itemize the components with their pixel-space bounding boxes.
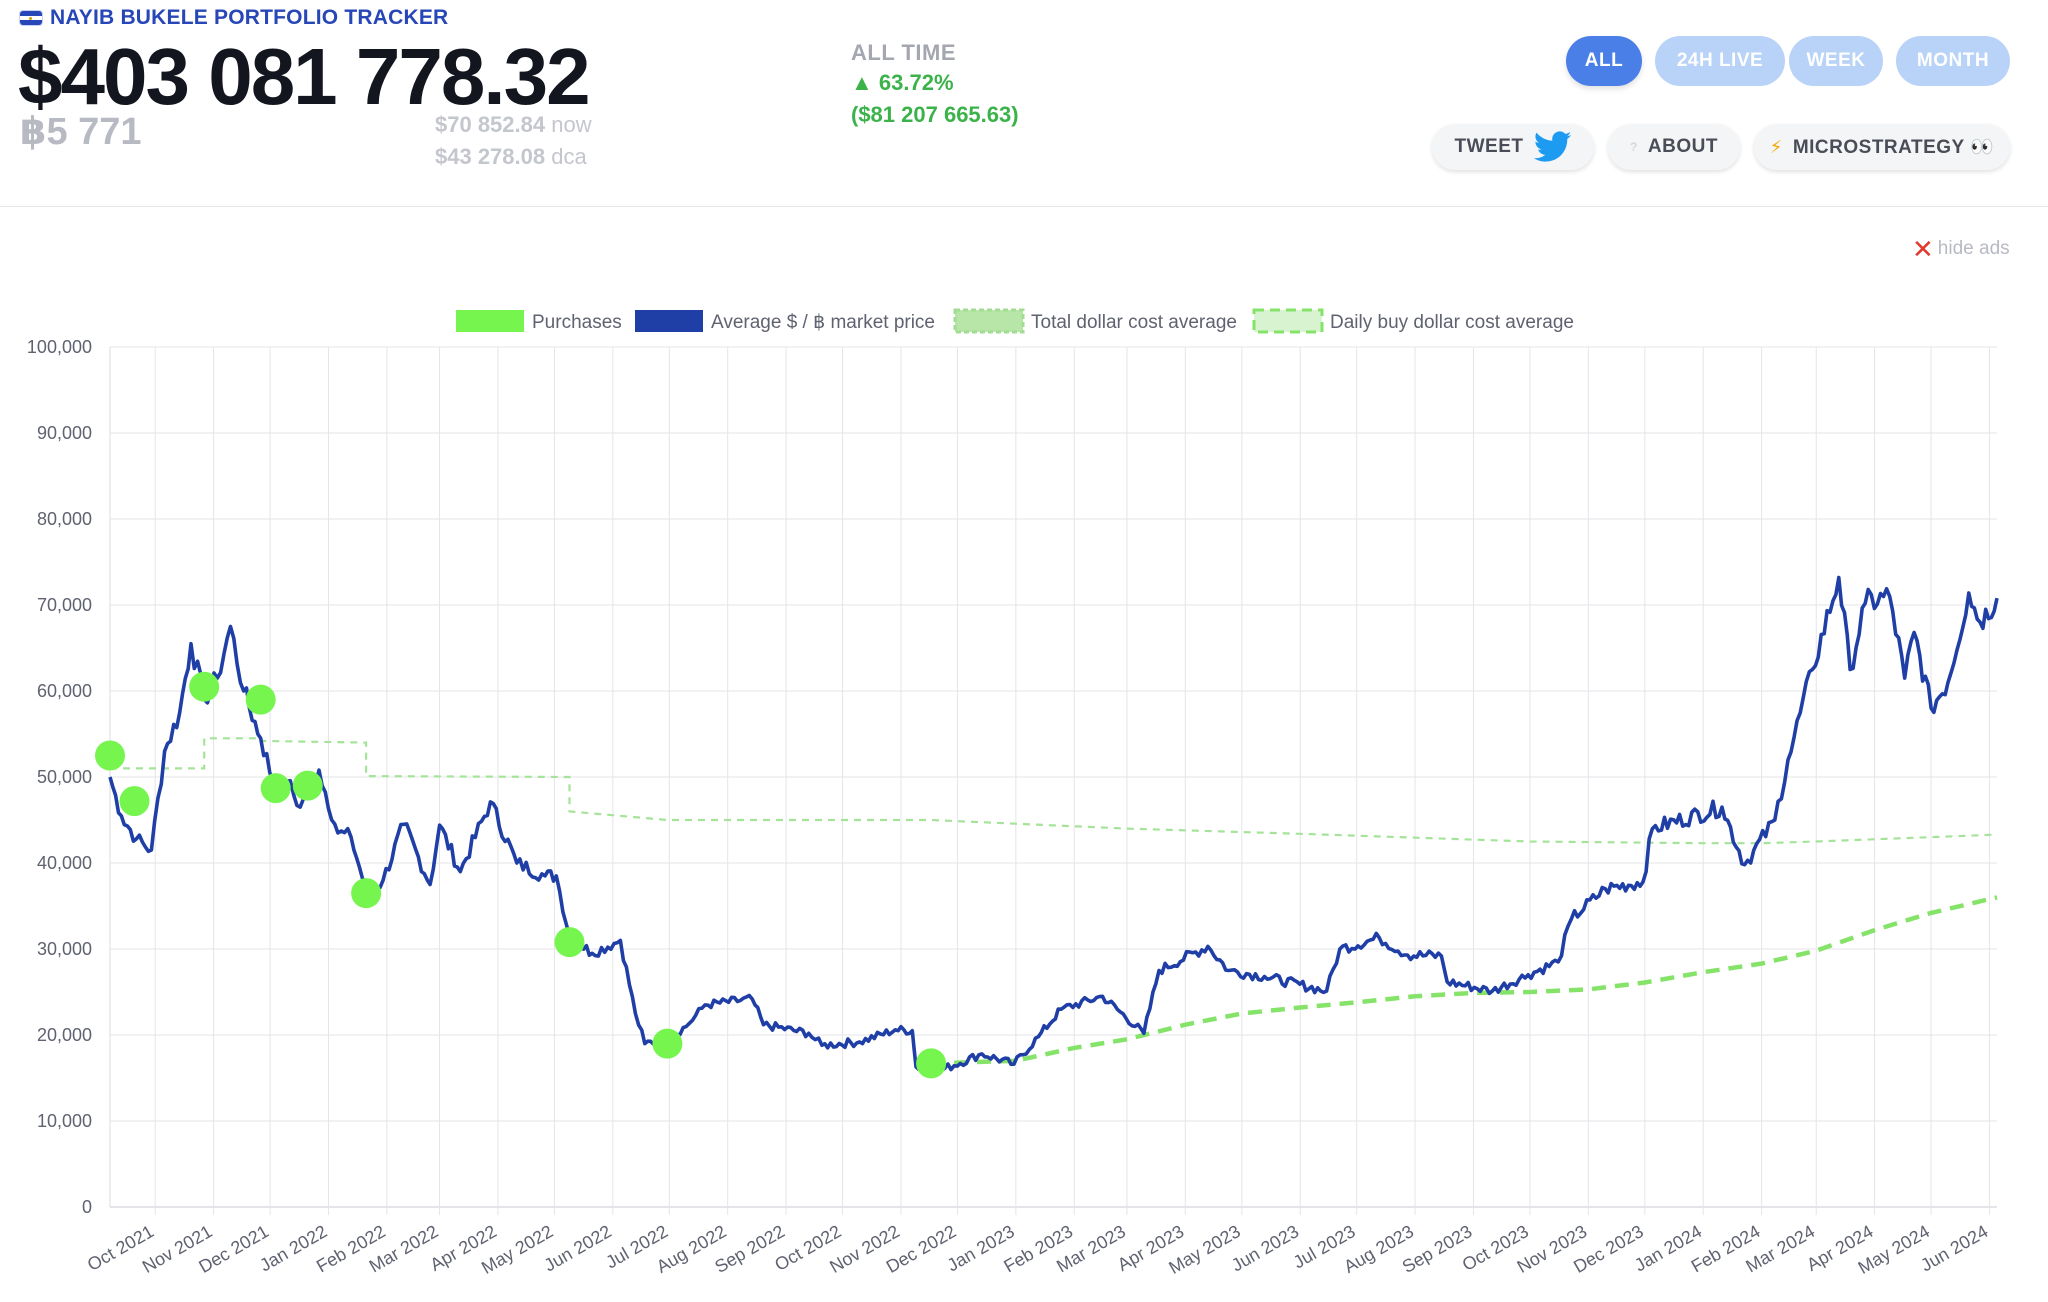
purchase-point [916,1048,947,1079]
purchase-point [652,1028,683,1059]
lightning-icon: ⚡ [1769,136,1783,157]
timeframe-month-button[interactable]: MONTH [1896,36,2010,86]
y-tick-label: 20,000 [37,1025,92,1045]
timeframe-24h-button[interactable]: 24H LIVE [1655,36,1785,86]
purchase-point [245,684,276,715]
purchase-point [119,786,150,817]
timeframe-all-button[interactable]: ALL [1566,36,1642,86]
close-icon: ✕ [1912,234,1934,264]
microstrategy-button[interactable]: ⚡ MICROSTRATEGY 👀 [1754,124,2010,170]
chart: 0 10,000 20,000 30,000 40,000 50,000 60,000 70,… [27,308,1999,1278]
y-tick-label: 50,000 [37,767,92,787]
alltime-label: ALL TIME [851,40,957,65]
portfolio-value: $403 081 778.32 [18,32,591,121]
header: NAYIB BUKELE PORTFOLIO TRACKER $403 081 … [0,0,2048,207]
y-tick-label: 40,000 [37,853,92,873]
purchase-point [351,878,382,909]
total-dca-line [931,895,1998,1066]
el-salvador-flag-icon [20,11,42,25]
x-tick-label: Jun 2024 [1917,1221,1991,1275]
tweet-button[interactable]: TWEET [1432,124,1594,170]
price-now-value: $70 852.84 [435,112,546,137]
y-tick-label: 80,000 [37,509,92,529]
alltime-gain-usd: ($81 207 665.63) [851,102,1019,127]
price-now: $70 852.84 now [435,112,592,138]
price-dca-value: $43 278.08 [435,144,546,169]
y-tick-label: 10,000 [37,1111,92,1131]
price-now-suffix: now [551,112,592,137]
site-title-text: NAYIB BUKELE PORTFOLIO TRACKER [50,6,449,29]
twitter-bird-icon [1533,131,1571,162]
site-title[interactable]: NAYIB BUKELE PORTFOLIO TRACKER [20,6,448,30]
purchase-point [260,773,291,804]
purchase-point [189,671,220,702]
legend-label: Purchases [532,312,622,333]
microstrategy-label: MICROSTRATEGY 👀 [1792,137,1995,158]
hide-ads-label: hide ads [1937,238,2010,259]
about-label: ABOUT [1647,136,1718,157]
about-button[interactable]: ? ABOUT [1608,124,1740,170]
about-icon: ? [1630,140,1638,154]
btc-holdings: ฿5 771 [20,111,142,153]
timeframe-week-button[interactable]: WEEK [1789,36,1883,86]
legend-market-price-swatch [635,310,703,332]
legend-label: Total dollar cost average [1031,312,1237,333]
market-price-line [108,575,1999,1076]
purchase-point [292,770,323,801]
price-dca-suffix: dca [551,144,587,169]
legend-total-dca-swatch [953,308,1025,334]
tweet-label: TWEET [1454,136,1524,157]
legend-purchases-swatch [456,310,524,332]
y-tick-label: 70,000 [37,595,92,615]
purchase-point [554,927,585,958]
y-tick-label: 60,000 [37,681,92,701]
legend-daily-dca-swatch [1252,308,1324,334]
y-tick-label: 0 [82,1197,92,1217]
hide-ads-link[interactable]: ✕ hide ads [1912,234,2010,264]
price-dca: $43 278.08 dca [435,144,587,170]
x-tick-label: Jun 2023 [1228,1221,1302,1275]
daily-dca-line [110,737,1998,845]
x-tick-label: Jun 2022 [541,1221,615,1275]
legend-label: Daily buy dollar cost average [1330,312,1574,333]
legend-label: Average $ / ฿ market price [711,312,935,333]
alltime-percent: ▲ 63.72% [851,70,954,95]
y-tick-label: 90,000 [37,423,92,443]
y-tick-label: 30,000 [37,939,92,959]
purchase-point [95,740,125,771]
y-tick-label: 100,000 [27,337,92,357]
